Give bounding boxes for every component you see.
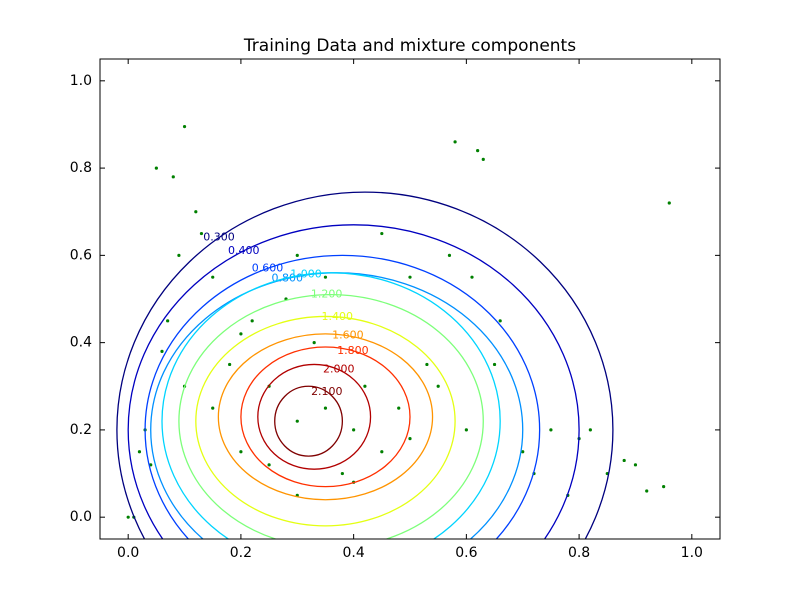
data-point (622, 458, 626, 463)
y-tick-label: 1.0 (70, 73, 92, 89)
data-point (588, 428, 592, 432)
y-tick-label: 0.2 (70, 422, 92, 438)
data-point (645, 489, 649, 493)
data-point (498, 319, 502, 323)
contour-label: 0.400 (228, 244, 260, 257)
data-point (481, 157, 485, 161)
data-point (149, 463, 153, 467)
data-point (633, 463, 638, 467)
data-point (425, 362, 429, 367)
data-point (239, 332, 243, 336)
data-point (137, 450, 142, 454)
contour-line (195, 315, 456, 527)
contour-label: 1.000 (290, 267, 322, 280)
contour-line (127, 224, 580, 539)
contour-line (144, 254, 541, 539)
data-point (160, 349, 164, 353)
data-point (464, 428, 468, 432)
y-tick-label: 0.8 (70, 160, 92, 176)
chart-title: Training Data and mixture components (243, 36, 576, 56)
data-point (380, 450, 384, 454)
contour-line (217, 333, 434, 501)
contour-label: 1.800 (337, 344, 369, 357)
data-point (662, 485, 666, 489)
contour-line (178, 294, 484, 539)
data-point (380, 231, 384, 236)
data-point (182, 125, 187, 129)
data-point (408, 275, 412, 279)
data-point (470, 275, 474, 279)
data-point (171, 175, 175, 179)
x-tick-label: 0.6 (455, 545, 477, 561)
data-point (476, 149, 480, 153)
contour-label: 0.600 (252, 261, 284, 274)
data-point (397, 406, 401, 410)
data-point (199, 231, 204, 236)
x-tick-label: 0.2 (230, 545, 252, 561)
contour-line (161, 272, 501, 539)
contour-line (274, 385, 344, 457)
contour-label: 2.100 (311, 385, 343, 398)
y-tick-label: 0.6 (70, 247, 92, 263)
contour-label: 1.400 (321, 310, 353, 323)
data-point (295, 419, 299, 423)
data-point (239, 450, 243, 454)
data-point (211, 406, 215, 410)
data-point (323, 406, 328, 410)
x-tick-label: 0.8 (568, 545, 590, 561)
contour-label: 1.600 (332, 329, 364, 342)
data-point (126, 515, 130, 519)
contour-line (257, 363, 372, 470)
data-point (267, 463, 271, 467)
data-point (166, 319, 170, 323)
data-point (211, 275, 215, 279)
data-point (492, 362, 497, 367)
data-point (447, 253, 452, 257)
data-point (340, 471, 344, 476)
data-point (323, 275, 328, 279)
data-point (667, 201, 671, 205)
contour-label: 0.300 (203, 231, 235, 244)
data-point (436, 384, 440, 388)
data-point (250, 319, 254, 323)
data-point (194, 210, 198, 214)
data-point (312, 341, 316, 345)
data-point (295, 253, 299, 257)
data-point (177, 253, 181, 257)
contour-line (116, 191, 614, 539)
data-point (363, 384, 367, 388)
y-tick-label: 0.0 (70, 509, 92, 525)
data-point (549, 428, 553, 432)
data-point (154, 166, 158, 170)
data-point (453, 140, 457, 144)
contour-label: 2.000 (323, 363, 355, 376)
data-point (521, 450, 525, 454)
axes-frame (99, 58, 721, 540)
data-point (408, 437, 412, 441)
contour-line (240, 346, 411, 488)
y-tick-label: 0.4 (70, 335, 92, 351)
data-point (228, 362, 232, 367)
x-tick-label: 0.0 (117, 545, 139, 561)
contour-label: 1.200 (311, 288, 343, 301)
plot-area: 0.3000.4000.6000.8001.0001.2001.4001.600… (116, 125, 671, 539)
x-tick-label: 0.4 (343, 545, 365, 561)
x-tick-label: 1.0 (681, 545, 703, 561)
data-point (352, 428, 356, 432)
